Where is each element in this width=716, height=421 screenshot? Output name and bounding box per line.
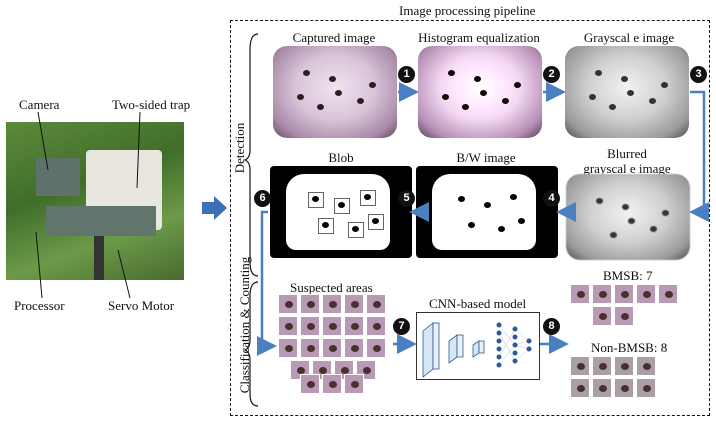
servo-label: Servo Motor — [108, 298, 175, 313]
trap-device-photo — [6, 122, 184, 280]
step-7-badge: 7 — [393, 318, 410, 335]
processor-label: Processor — [14, 298, 65, 313]
bmsb-grid — [568, 284, 680, 332]
step-2-badge: 2 — [543, 66, 560, 83]
device-to-pipeline-arrow — [202, 196, 227, 220]
cnn-model-box — [416, 312, 540, 380]
step-8-badge: 8 — [543, 318, 560, 335]
bw-image — [416, 166, 558, 258]
captured-label: Captured image — [292, 30, 376, 45]
blob-image — [270, 166, 412, 258]
pipeline-title: Image processing pipeline — [399, 3, 536, 18]
pipeline-frame — [230, 20, 710, 416]
suspected-label: Suspected areas — [290, 280, 373, 295]
cnn-label: CNN-based model — [429, 296, 527, 311]
blurred-image — [566, 174, 690, 260]
step-3-badge: 3 — [690, 66, 707, 83]
non-bmsb-grid — [568, 356, 680, 406]
step-5-badge: 5 — [398, 190, 415, 207]
blurred-label-line1: Blurred — [607, 146, 647, 161]
step-4-badge: 4 — [543, 190, 560, 207]
grayscale-image — [565, 46, 689, 138]
processor-box — [46, 206, 156, 236]
step-1-badge: 1 — [398, 66, 415, 83]
captured-image — [273, 46, 397, 138]
bmsb-count-label: BMSB: 7 — [603, 268, 653, 283]
camera-box — [36, 158, 80, 196]
cnn-diagram — [422, 322, 532, 378]
blob-label: Blob — [328, 150, 354, 165]
histogram-image — [418, 46, 542, 138]
histogram-label: Histogram equalization — [418, 30, 540, 45]
suspected-areas-grid — [276, 294, 390, 396]
grayscale-label: Grayscal e image — [583, 30, 675, 45]
camera-label: Camera — [19, 97, 60, 112]
blurred-label-line2: grayscal e image — [583, 161, 671, 176]
servo-pole — [94, 236, 104, 280]
step-6-badge: 6 — [254, 190, 271, 207]
non-bmsb-count-label: Non-BMSB: 8 — [591, 340, 668, 355]
trap-label: Two-sided trap — [112, 97, 191, 112]
bw-label: B/W image — [456, 150, 516, 165]
stage-braces — [244, 33, 259, 407]
